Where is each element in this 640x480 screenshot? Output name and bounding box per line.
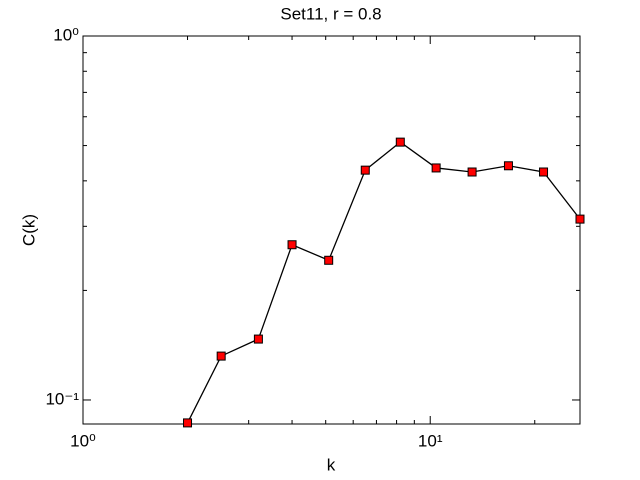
plot-area bbox=[82, 35, 581, 425]
marker bbox=[395, 137, 405, 147]
x-tick-label: 10¹ bbox=[418, 431, 443, 450]
marker bbox=[539, 167, 549, 177]
marker bbox=[216, 351, 226, 361]
x-tick-label: 10⁰ bbox=[70, 431, 96, 450]
series-line bbox=[186, 141, 581, 424]
marker bbox=[431, 163, 441, 173]
chart-title: Set11, r = 0.8 bbox=[280, 4, 381, 23]
x-axis-label: k bbox=[327, 455, 336, 474]
marker bbox=[467, 167, 477, 177]
marker bbox=[183, 418, 193, 428]
marker bbox=[324, 255, 334, 265]
marker bbox=[287, 240, 297, 250]
marker bbox=[575, 214, 585, 224]
y-tick-label: 10⁻¹ bbox=[45, 389, 79, 408]
marker bbox=[253, 334, 263, 344]
y-axis-label: C(k) bbox=[19, 214, 38, 246]
y-tick-label: 10⁰ bbox=[53, 25, 79, 44]
marker bbox=[360, 165, 370, 175]
marker bbox=[503, 161, 513, 171]
